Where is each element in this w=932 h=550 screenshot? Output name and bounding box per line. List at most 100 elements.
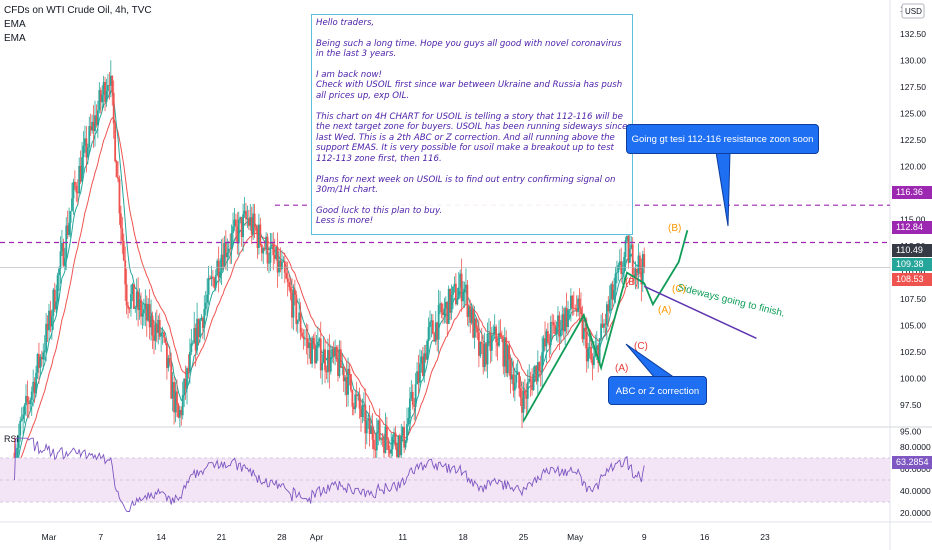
candle-body — [265, 236, 268, 250]
candle-body — [161, 332, 164, 334]
candle-body — [387, 439, 390, 451]
candle-body — [48, 310, 50, 331]
candle-body — [364, 404, 367, 434]
candle-body — [577, 298, 579, 312]
time-axis-label: May — [567, 532, 584, 542]
candle-body — [319, 338, 322, 371]
candle-body — [49, 310, 52, 327]
candle-body — [240, 217, 243, 237]
candle-body — [321, 363, 324, 371]
candle-body — [518, 372, 521, 389]
candle-body — [470, 308, 473, 323]
candle-body — [472, 308, 475, 338]
candle-body — [76, 192, 79, 194]
candle-body — [401, 427, 404, 436]
candle-body — [515, 374, 518, 383]
candle-body — [578, 298, 581, 308]
resistance-callout[interactable]: Going gt tesi 112-116 resistance zoon so… — [626, 124, 819, 154]
candle-body — [417, 371, 420, 383]
candle-body — [55, 301, 58, 310]
symbol-title: CFDs on WTI Crude Oil, 4h, TVC — [4, 5, 152, 16]
currency-badge — [901, 3, 925, 19]
sideways-annotation: Sideways going to finish. — [676, 282, 785, 319]
candle-body — [16, 447, 19, 458]
candle-body — [309, 342, 312, 364]
candle-body — [557, 315, 559, 328]
candle-body — [485, 343, 487, 365]
candle-body — [239, 217, 242, 220]
candle-body — [459, 273, 462, 288]
candle-body — [567, 309, 569, 328]
rsi-line — [14, 437, 645, 512]
candle-body — [260, 244, 263, 254]
candle-body — [358, 394, 361, 409]
candle-body — [495, 326, 498, 343]
candle-body — [575, 308, 578, 312]
candle-body — [385, 426, 388, 440]
wave-label: (A) — [658, 305, 671, 316]
candle-body — [565, 308, 568, 328]
candle-body — [542, 338, 545, 353]
candle-body — [539, 370, 542, 373]
candle-body — [516, 372, 519, 375]
candle-body — [144, 303, 147, 310]
candle-body — [590, 346, 592, 360]
candle-body — [96, 110, 99, 126]
price-tick-label: 102.50 — [900, 347, 926, 357]
candle-body — [538, 362, 541, 371]
candle-body — [591, 359, 594, 366]
candle-body — [469, 306, 472, 323]
candle-body — [167, 357, 170, 368]
candle-body — [597, 345, 600, 364]
candle-body — [396, 446, 398, 458]
candle-body — [486, 333, 489, 365]
candle-body — [141, 313, 144, 317]
candle-body — [252, 213, 255, 235]
wave-label: (A) — [615, 363, 628, 374]
candle-body — [509, 359, 512, 380]
candle-body — [605, 304, 608, 325]
candle-body — [26, 395, 29, 403]
candle-body — [411, 391, 414, 405]
candle-body — [186, 368, 188, 389]
candle-body — [483, 343, 486, 367]
candle-body — [279, 260, 282, 270]
time-axis-label: 21 — [217, 532, 227, 542]
candle-body — [140, 299, 142, 317]
analysis-note[interactable]: Hello traders, Being such a long time. H… — [311, 14, 633, 235]
candle-body — [460, 273, 463, 302]
candle-body — [135, 291, 138, 308]
correction-callout[interactable]: ABC or Z correction — [608, 376, 707, 405]
candle-body — [331, 348, 334, 357]
wave-projection-line — [522, 229, 689, 422]
candle-body — [525, 394, 528, 399]
indicator-ema-1[interactable]: EMA — [4, 19, 26, 30]
indicator-ema-2[interactable]: EMA — [4, 33, 26, 44]
candle-body — [413, 404, 416, 407]
candle-body — [499, 332, 502, 338]
candle-body — [621, 272, 624, 274]
candle-body — [210, 276, 213, 279]
candle-body — [523, 390, 526, 395]
candle-body — [63, 258, 66, 266]
candle-body — [335, 347, 338, 359]
rsi-title: RSI — [4, 434, 19, 444]
resistance-low-label: 112.84 — [892, 221, 932, 234]
candle-body — [429, 321, 431, 327]
candle-body — [128, 308, 131, 310]
time-axis-label: Mar — [42, 532, 57, 542]
rsi-tick-label: 20.0000 — [900, 508, 931, 518]
candle-body — [535, 365, 538, 382]
candle-body — [600, 323, 602, 339]
candle-body — [439, 303, 441, 305]
candle-body — [245, 210, 247, 220]
candle-body — [508, 345, 510, 360]
candle-body — [45, 323, 48, 351]
time-axis-label: 25 — [519, 532, 529, 542]
candle-body — [453, 283, 456, 287]
candle-body — [623, 257, 626, 273]
candle-body — [570, 295, 572, 310]
candle-body — [304, 338, 306, 340]
candle-body — [329, 356, 332, 372]
